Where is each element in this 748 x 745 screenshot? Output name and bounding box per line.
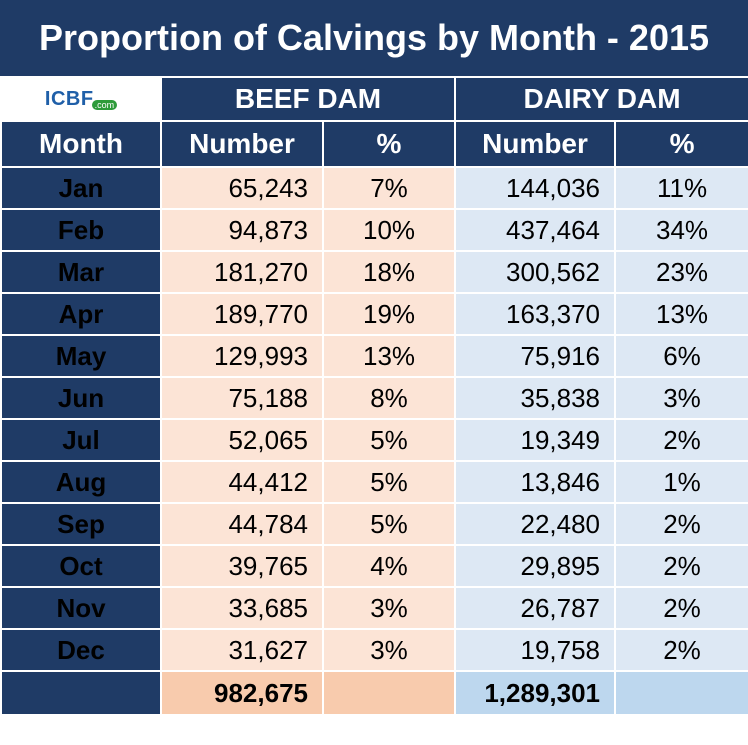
table-row: May 129,993 13% 75,916 6%	[0, 334, 748, 378]
col-header-beef-pct: %	[321, 120, 457, 168]
month-cell: Feb	[0, 208, 162, 252]
dairy-pct-cell: 2%	[614, 418, 748, 462]
beef-number-cell: 189,770	[160, 292, 324, 336]
dairy-pct-cell: 2%	[614, 502, 748, 546]
month-cell: Mar	[0, 250, 162, 294]
month-cell: Jun	[0, 376, 162, 420]
group-header-beef: BEEF DAM	[159, 76, 457, 122]
beef-pct-cell: 13%	[321, 334, 457, 378]
dairy-pct-cell: 2%	[614, 586, 748, 630]
month-cell: Nov	[0, 586, 162, 630]
dairy-number-cell: 26,787	[454, 586, 617, 630]
table-row: Oct 39,765 4% 29,895 2%	[0, 544, 748, 588]
col-header-dairy-pct: %	[614, 120, 748, 168]
dairy-pct-cell: 34%	[614, 208, 748, 252]
col-header-dairy-number: Number	[454, 120, 617, 168]
chart-title: Proportion of Calvings by Month - 2015	[0, 0, 748, 76]
beef-number-cell: 39,765	[160, 544, 324, 588]
dairy-number-cell: 300,562	[454, 250, 617, 294]
dairy-pct-cell: 13%	[614, 292, 748, 336]
beef-number-cell: 181,270	[160, 250, 324, 294]
month-cell: Jul	[0, 418, 162, 462]
total-beef-number: 982,675	[160, 670, 324, 716]
total-dairy-pct-cell	[614, 670, 748, 716]
beef-pct-cell: 8%	[321, 376, 457, 420]
month-cell: Sep	[0, 502, 162, 546]
dairy-number-cell: 19,758	[454, 628, 617, 672]
dairy-number-cell: 144,036	[454, 166, 617, 210]
beef-pct-cell: 5%	[321, 460, 457, 504]
table-row: Mar 181,270 18% 300,562 23%	[0, 250, 748, 294]
beef-number-cell: 33,685	[160, 586, 324, 630]
table-body: Jan 65,243 7% 144,036 11% Feb 94,873 10% 437,464…	[0, 166, 748, 672]
beef-number-cell: 75,188	[160, 376, 324, 420]
calvings-table: ICBF .com BEEF DAM DAIRY DAM Month Numbe…	[0, 76, 748, 716]
beef-number-cell: 44,784	[160, 502, 324, 546]
logo-cell: ICBF .com	[0, 76, 162, 122]
table-row: Jul 52,065 5% 19,349 2%	[0, 418, 748, 462]
table-row: Nov 33,685 3% 26,787 2%	[0, 586, 748, 630]
month-cell: Apr	[0, 292, 162, 336]
col-header-month: Month	[0, 120, 162, 168]
beef-pct-cell: 19%	[321, 292, 457, 336]
logo-subtext: .com	[91, 100, 118, 110]
table-row: Apr 189,770 19% 163,370 13%	[0, 292, 748, 336]
dairy-number-cell: 75,916	[454, 334, 617, 378]
beef-pct-cell: 3%	[321, 586, 457, 630]
table-row: Jun 75,188 8% 35,838 3%	[0, 376, 748, 420]
dairy-number-cell: 19,349	[454, 418, 617, 462]
dairy-pct-cell: 3%	[614, 376, 748, 420]
table-row: Aug 44,412 5% 13,846 1%	[0, 460, 748, 504]
dairy-pct-cell: 6%	[614, 334, 748, 378]
table-row: Feb 94,873 10% 437,464 34%	[0, 208, 748, 252]
dairy-number-cell: 163,370	[454, 292, 617, 336]
total-dairy-number: 1,289,301	[454, 670, 617, 716]
beef-number-cell: 94,873	[160, 208, 324, 252]
month-cell: Dec	[0, 628, 162, 672]
table-row: Jan 65,243 7% 144,036 11%	[0, 166, 748, 210]
dairy-pct-cell: 1%	[614, 460, 748, 504]
beef-pct-cell: 10%	[321, 208, 457, 252]
dairy-pct-cell: 2%	[614, 628, 748, 672]
total-month-cell	[0, 670, 162, 716]
beef-number-cell: 44,412	[160, 460, 324, 504]
col-header-beef-number: Number	[160, 120, 324, 168]
icbf-logo: ICBF .com	[3, 87, 159, 111]
beef-number-cell: 65,243	[160, 166, 324, 210]
table-row: Sep 44,784 5% 22,480 2%	[0, 502, 748, 546]
beef-pct-cell: 3%	[321, 628, 457, 672]
month-cell: May	[0, 334, 162, 378]
beef-number-cell: 31,627	[160, 628, 324, 672]
dairy-number-cell: 13,846	[454, 460, 617, 504]
beef-number-cell: 52,065	[160, 418, 324, 462]
dairy-number-cell: 35,838	[454, 376, 617, 420]
month-cell: Oct	[0, 544, 162, 588]
beef-pct-cell: 5%	[321, 502, 457, 546]
beef-pct-cell: 5%	[321, 418, 457, 462]
logo-text: ICBF	[44, 87, 94, 110]
dairy-number-cell: 22,480	[454, 502, 617, 546]
beef-pct-cell: 18%	[321, 250, 457, 294]
month-cell: Aug	[0, 460, 162, 504]
dairy-number-cell: 29,895	[454, 544, 617, 588]
month-cell: Jan	[0, 166, 162, 210]
dairy-pct-cell: 2%	[614, 544, 748, 588]
dairy-pct-cell: 11%	[614, 166, 748, 210]
beef-number-cell: 129,993	[160, 334, 324, 378]
table-row: Dec 31,627 3% 19,758 2%	[0, 628, 748, 672]
group-header-dairy: DAIRY DAM	[454, 76, 748, 122]
beef-pct-cell: 4%	[321, 544, 457, 588]
dairy-pct-cell: 23%	[614, 250, 748, 294]
beef-pct-cell: 7%	[321, 166, 457, 210]
total-beef-pct-cell	[321, 670, 457, 716]
dairy-number-cell: 437,464	[454, 208, 617, 252]
